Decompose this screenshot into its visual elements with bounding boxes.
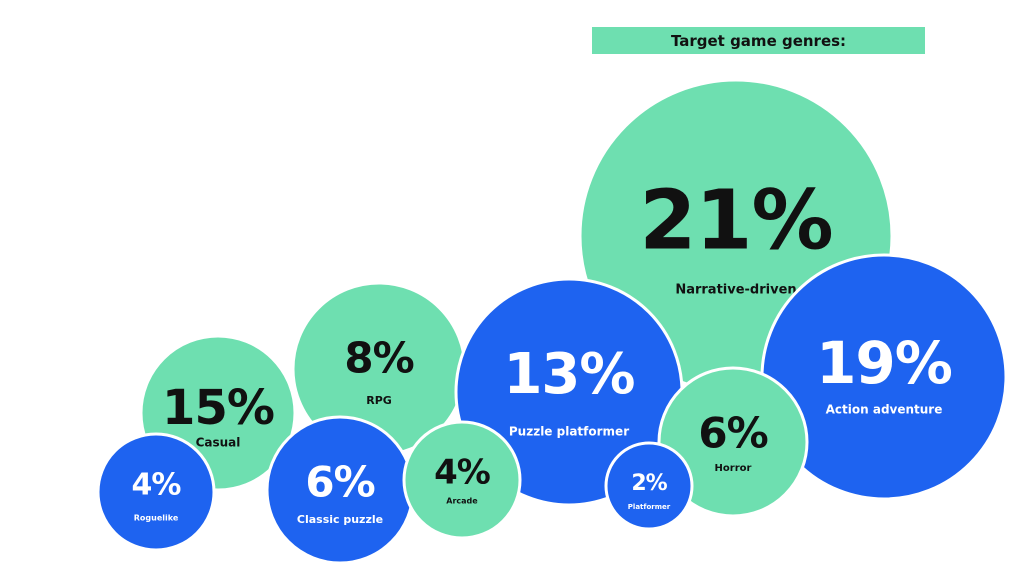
bubble-rpg: 8% RPG [291,281,467,457]
bubble-label-rpg: RPG [366,394,392,407]
bubble-value-narrative-driven: 21% [639,173,832,268]
chart-title: Target game genres: [592,27,925,54]
bubble-label-roguelike: Roguelike [134,514,179,523]
bubble-circle-horror [657,366,809,518]
bubble-label-puzzle-platformer: Puzzle platformer [509,425,629,439]
bubble-classic-puzzle: 6% Classic puzzle [265,415,415,565]
bubble-value-arcade: 4% [434,453,490,493]
bubble-label-casual: Casual [196,436,241,450]
bubble-value-rpg: 8% [344,334,413,383]
bubble-label-narrative-driven: Narrative-driven [675,283,796,298]
bubble-circle-platformer [604,441,694,531]
bubble-value-puzzle-platformer: 13% [503,342,634,407]
bubble-label-action-adventure: Action adventure [826,403,943,417]
bubble-platformer: 2% Platformer [604,441,694,531]
bubble-roguelike: 4% Roguelike [96,432,216,552]
bubble-value-platformer: 2% [631,471,667,496]
bubble-value-roguelike: 4% [132,468,182,503]
bubble-value-action-adventure: 19% [816,329,952,397]
bubble-arcade: 4% Arcade [402,420,522,540]
bubble-label-platformer: Platformer [628,503,671,511]
bubble-value-classic-puzzle: 6% [305,458,374,507]
bubble-value-casual: 15% [162,380,274,436]
bubble-action-adventure: 19% Action adventure [760,253,1008,501]
bubble-label-classic-puzzle: Classic puzzle [297,513,383,526]
bubble-label-arcade: Arcade [446,497,478,506]
bubble-label-horror: Horror [715,463,752,474]
bubble-horror: 6% Horror [657,366,809,518]
bubble-value-horror: 6% [698,409,767,458]
bubble-circle-arcade [402,420,522,540]
bubble-circle-roguelike [96,432,216,552]
